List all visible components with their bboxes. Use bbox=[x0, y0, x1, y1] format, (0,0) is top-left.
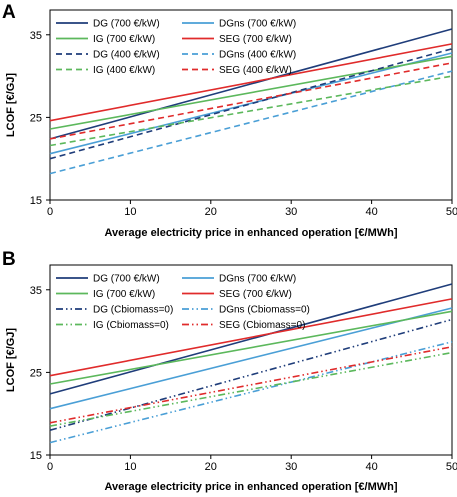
panel-a-legend-label-7: IG (400 €/kW) bbox=[93, 65, 155, 76]
panel-b-x-tick-label: 30 bbox=[285, 461, 297, 473]
panel-a-x-tick-label: 10 bbox=[124, 206, 136, 218]
panel-a-series-line-4 bbox=[49, 43, 453, 122]
panel-a-series-line-2 bbox=[49, 52, 453, 155]
panel-a-x-tick-label: 20 bbox=[205, 206, 217, 218]
panel-a-series-line-7 bbox=[49, 75, 453, 147]
panel-b-x-tick-label: 10 bbox=[124, 461, 136, 473]
panel-b-x-tick-label: 50 bbox=[446, 461, 457, 473]
panel-b-y-tick-label: 25 bbox=[30, 367, 42, 379]
panel-a-series-line-1 bbox=[49, 28, 453, 140]
panel-a-x-tick-label: 30 bbox=[285, 206, 297, 218]
panel-a-y-axis-title: LCOF [€/GJ] bbox=[5, 73, 17, 138]
panel-a-legend-label-3: IG (700 €/kW) bbox=[93, 34, 155, 45]
panel-a-legend-label-5: DG (400 €/kW) bbox=[93, 50, 160, 61]
panel-a: A DG (700 €/kW) DGns (700 €/kW) IG (700 €/… bbox=[2, 2, 457, 239]
panel-b-y-ticks: 15 25 35 bbox=[30, 285, 50, 462]
panel-b-series-line-1 bbox=[49, 283, 453, 395]
panel-a-y-tick-label: 35 bbox=[30, 30, 42, 42]
panel-b-series-line-5 bbox=[49, 318, 453, 431]
panel-a-x-tick-label: 50 bbox=[446, 206, 457, 218]
panel-a-x-axis-title: Average electricity price in enhanced op… bbox=[105, 227, 398, 239]
panel-a-y-tick-label: 25 bbox=[30, 112, 42, 124]
panel-b-legend-label-1: DG (700 €/kW) bbox=[93, 274, 160, 285]
panel-b-series-line-8 bbox=[49, 346, 453, 424]
panel-b-plot-frame bbox=[49, 264, 453, 456]
panel-b: B DG (700 €/kW) DGns (700 €/kW) IG (700 €/… bbox=[2, 249, 457, 493]
panel-a-x-ticks: 0 10 20 30 40 50 bbox=[47, 200, 457, 218]
panel-b-legend-label-8: SEG (Cbiomass=0) bbox=[219, 320, 305, 331]
panel-b-y-axis-title: LCOF [€/GJ] bbox=[5, 328, 17, 393]
panel-a-legend-label-1: DG (700 €/kW) bbox=[93, 19, 160, 30]
panel-a-plot-frame bbox=[49, 9, 453, 201]
panel-a-y-ticks: 15 25 35 bbox=[30, 30, 50, 207]
panel-b-x-axis-title: Average electricity price in enhanced op… bbox=[105, 481, 398, 493]
panel-b-x-tick-label: 40 bbox=[365, 461, 377, 473]
panel-b-legend-label-5: DG (Cbiomass=0) bbox=[93, 305, 173, 316]
panel-a-legend-label-8: SEG (400 €/kW) bbox=[219, 65, 292, 76]
panel-a-series-line-8 bbox=[49, 62, 453, 140]
panel-b-letter: B bbox=[2, 249, 16, 270]
panel-a-series bbox=[49, 28, 453, 175]
panel-a-y-tick-label: 15 bbox=[30, 195, 42, 207]
panel-b-series bbox=[49, 283, 453, 444]
panel-a-legend-label-4: SEG (700 €/kW) bbox=[219, 34, 292, 45]
panel-a-series-line-3 bbox=[49, 55, 453, 130]
panel-b-legend-label-6: DGns (Cbiomass=0) bbox=[219, 305, 310, 316]
panel-b-y-tick-label: 15 bbox=[30, 450, 42, 462]
panel-a-legend-label-2: DGns (700 €/kW) bbox=[219, 19, 296, 30]
panel-b-series-line-2 bbox=[49, 307, 453, 410]
panel-a-letter: A bbox=[2, 2, 16, 23]
panel-b-legend-label-2: DGns (700 €/kW) bbox=[219, 274, 296, 285]
panel-b-legend-label-4: SEG (700 €/kW) bbox=[219, 289, 292, 300]
panel-a-legend-label-6: DGns (400 €/kW) bbox=[219, 50, 296, 61]
panel-a-x-tick-label: 40 bbox=[365, 206, 377, 218]
panel-b-x-tick-label: 0 bbox=[47, 461, 53, 473]
panel-b-series-line-6 bbox=[49, 341, 453, 444]
panel-a-legend: DG (700 €/kW) DGns (700 €/kW) IG (700 €/kW… bbox=[56, 19, 296, 76]
panel-b-x-ticks: 0 10 20 30 40 50 bbox=[47, 455, 457, 473]
panel-b-series-line-4 bbox=[49, 298, 453, 377]
panel-b-series-line-7 bbox=[49, 351, 453, 427]
panel-b-y-tick-label: 35 bbox=[30, 285, 42, 297]
panel-b-x-tick-label: 20 bbox=[205, 461, 217, 473]
panel-b-legend-label-7: IG (Cbiomass=0) bbox=[93, 320, 169, 331]
panel-a-x-tick-label: 0 bbox=[47, 206, 53, 218]
panel-a-series-line-6 bbox=[49, 70, 453, 175]
panel-b-legend: DG (700 €/kW) DGns (700 €/kW) IG (700 €/kW… bbox=[56, 274, 310, 331]
panel-b-series-line-3 bbox=[49, 310, 453, 385]
panel-b-legend-label-3: IG (700 €/kW) bbox=[93, 289, 155, 300]
